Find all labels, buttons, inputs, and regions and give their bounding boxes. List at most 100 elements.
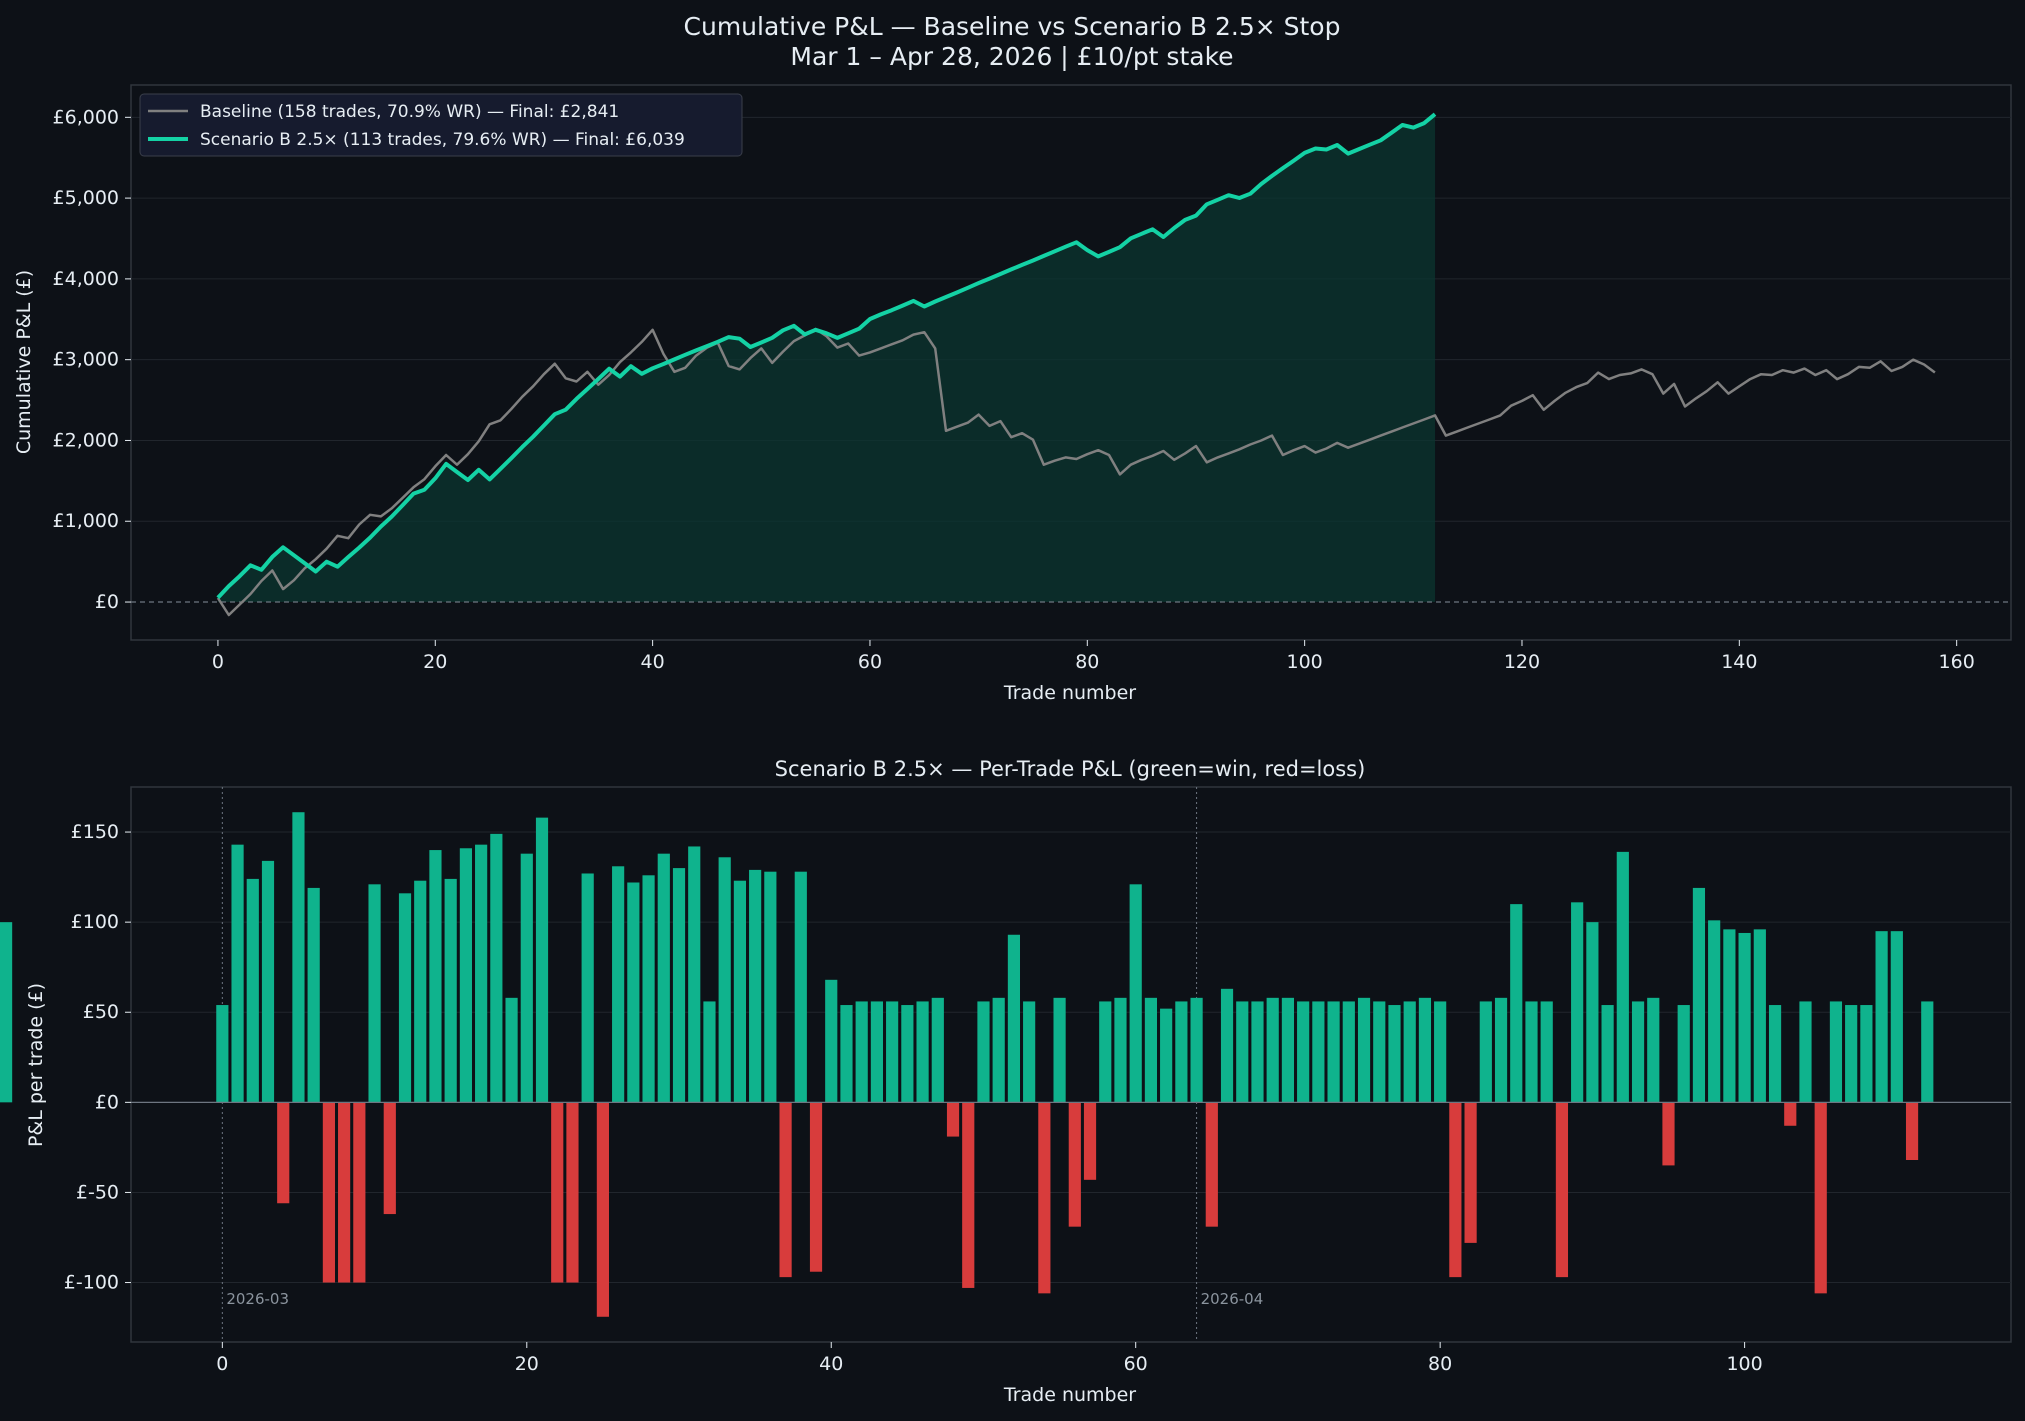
y-tick-label: £1,000 <box>53 510 119 532</box>
win-bar <box>1753 929 1766 1103</box>
loss-bar <box>1464 1102 1477 1243</box>
loss-bar <box>1038 1102 1051 1294</box>
x-tick-label: 80 <box>1075 651 1099 673</box>
x-tick-label: 60 <box>1124 1353 1148 1375</box>
win-bar <box>1281 997 1295 1103</box>
win-bar <box>733 880 746 1103</box>
x-tick-label: 100 <box>1287 651 1323 673</box>
y-tick-label: £3,000 <box>53 349 119 371</box>
win-bar <box>1647 997 1660 1103</box>
x-tick-label: 140 <box>1721 651 1757 673</box>
win-bar <box>1860 1005 1873 1103</box>
win-bar <box>1418 997 1432 1103</box>
y-tick-label: £0 <box>95 591 119 613</box>
baseline-line <box>216 327 1936 617</box>
loss-bar <box>1662 1102 1675 1166</box>
win-bar <box>0 922 13 1103</box>
win-bar <box>1738 932 1751 1103</box>
legend-label-scenario: Scenario B 2.5× (113 trades, 79.6% WR) —… <box>200 130 685 150</box>
scenario-line <box>216 112 1437 600</box>
y-tick-label: £0 <box>95 1091 119 1113</box>
x-tick-label: 0 <box>216 1353 228 1375</box>
win-bar <box>1677 1005 1690 1103</box>
win-bar <box>216 1005 229 1103</box>
win-bar <box>992 997 1005 1103</box>
win-bar <box>1586 922 1599 1103</box>
cumulative-y-axis-label: Cumulative P&L (£) <box>13 270 35 454</box>
win-bar <box>642 875 655 1103</box>
win-bar <box>429 850 442 1103</box>
win-bar <box>475 844 488 1103</box>
bar-y-ticks: £-100 £-50 £0 £50 £100 £150 <box>64 821 131 1294</box>
bar-y-axis-label: P&L per trade (£) <box>25 983 47 1147</box>
win-bar <box>292 812 305 1103</box>
win-bar <box>825 979 838 1103</box>
legend-box <box>139 93 743 157</box>
loss-bar <box>338 1102 351 1283</box>
win-bar <box>1845 1005 1858 1103</box>
y-tick-label: £-50 <box>76 1181 119 1203</box>
y-tick-label: £-100 <box>64 1272 119 1294</box>
bar-x-axis-label: Trade number <box>1003 1384 1136 1406</box>
win-bar <box>1023 1001 1036 1103</box>
loss-bar <box>1205 1102 1218 1227</box>
loss-bar <box>277 1102 290 1204</box>
win-bar <box>703 1001 716 1103</box>
win-bar <box>1403 1001 1416 1103</box>
loss-bar <box>809 1102 823 1272</box>
loss-bar <box>1555 1102 1569 1278</box>
month-marker-label: 2026-04 <box>1201 1290 1264 1308</box>
win-bar <box>581 873 594 1103</box>
y-tick-label: £6,000 <box>53 106 119 128</box>
win-bar <box>1266 997 1279 1103</box>
win-bar <box>1875 931 1888 1103</box>
x-tick-label: 60 <box>858 651 882 673</box>
win-bar <box>886 1001 899 1103</box>
loss-bar <box>322 1102 335 1283</box>
win-bar <box>627 882 640 1103</box>
win-bar <box>1692 887 1706 1103</box>
win-bar <box>246 878 259 1103</box>
chart-title-line1: Cumulative P&L — Baseline vs Scenario B … <box>684 12 1341 41</box>
win-bar <box>490 833 503 1103</box>
win-bar <box>368 884 381 1103</box>
win-bar <box>1540 1001 1553 1103</box>
loss-bar <box>1068 1102 1081 1227</box>
win-bar <box>1525 1001 1538 1103</box>
win-bar <box>1890 931 1903 1103</box>
win-bar <box>931 997 944 1103</box>
chart-title-line2: Mar 1 – Apr 28, 2026 | £10/pt stake <box>790 42 1233 71</box>
win-bar <box>231 844 244 1103</box>
win-bar <box>414 880 427 1103</box>
cumulative-pnl-chart: Cumulative P&L — Baseline vs Scenario B … <box>13 12 2012 704</box>
y-tick-label: £50 <box>83 1001 119 1023</box>
loss-bar <box>1905 1102 1919 1160</box>
win-bar <box>1190 997 1203 1103</box>
month-markers: 2026-03 2026-04 <box>221 787 1264 1342</box>
legend: Baseline (158 trades, 70.9% WR) — Final:… <box>139 93 743 157</box>
month-marker-label: 2026-03 <box>226 1290 289 1308</box>
bar-chart-title: Scenario B 2.5× — Per-Trade P&L (green=w… <box>775 757 1366 781</box>
win-bar <box>718 857 731 1103</box>
cumulative-series-lines <box>216 112 1936 617</box>
win-bar <box>1388 1005 1401 1103</box>
loss-bar <box>779 1102 792 1278</box>
x-tick-label: 0 <box>212 651 224 673</box>
win-bar <box>1160 1008 1173 1103</box>
cumulative-y-ticks: £0 £1,000 £2,000 £3,000 £4,000 £5,000 £6,000 <box>53 106 131 613</box>
win-bar <box>1327 1001 1340 1103</box>
per-trade-pnl-chart: Scenario B 2.5× — Per-Trade P&L (green=w… <box>0 757 2012 1406</box>
win-bar <box>1601 1005 1614 1103</box>
loss-bar <box>551 1102 564 1283</box>
x-tick-label: 20 <box>423 651 447 673</box>
loss-bar <box>946 1102 960 1137</box>
win-bar <box>1768 1005 1782 1103</box>
win-bar <box>444 878 457 1103</box>
win-bar <box>1114 997 1127 1103</box>
loss-bar <box>1083 1102 1097 1180</box>
win-bar <box>1007 934 1021 1103</box>
win-bar <box>1571 902 1584 1103</box>
win-bar <box>657 853 670 1103</box>
loss-bar <box>566 1102 579 1283</box>
win-bar <box>1129 884 1142 1103</box>
